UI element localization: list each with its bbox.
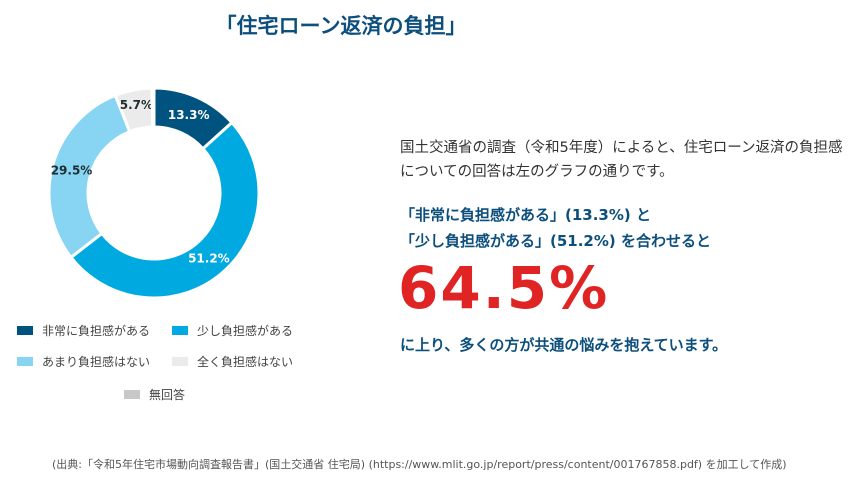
legend-item: 非常に負担感がある <box>17 322 150 339</box>
legend-label: 少し負担感がある <box>197 324 294 338</box>
data-label: 5.7% <box>120 98 153 112</box>
legend-item: 全く負担感はない <box>172 353 293 370</box>
conclusion-text: に上り、多くの方が共通の悩みを抱えています。 <box>400 336 728 354</box>
emphasis-line: 「非常に負担感がある」(13.3%) と <box>400 206 651 224</box>
legend-item: 少し負担感がある <box>172 322 293 339</box>
legend-label: あまり負担感はない <box>42 355 151 369</box>
legend-swatch <box>17 357 33 366</box>
legend-item: 無回答 <box>124 386 185 403</box>
donut-chart: 13.3% 51.2% 29.5% 5.7% <box>47 86 261 300</box>
data-label: 51.2% <box>188 252 230 266</box>
total-percentage: 64.5% <box>398 254 610 322</box>
legend-label: 非常に負担感がある <box>42 324 151 338</box>
legend-swatch <box>17 326 33 335</box>
donut-slice <box>68 120 261 300</box>
emphasis-line: 「少し負担感がある」(51.2%) を合わせると <box>400 232 711 250</box>
data-label: 29.5% <box>51 163 93 177</box>
intro-text: 国土交通省の調査（令和5年度）によると、住宅ローン返済の負担感についての回答は左… <box>400 140 843 180</box>
legend-label: 無回答 <box>149 388 186 402</box>
legend-swatch <box>172 357 188 366</box>
legend-item: あまり負担感はない <box>17 353 150 370</box>
data-label: 13.3% <box>168 108 210 122</box>
donut-slice <box>150 86 156 129</box>
legend-label: 全く負担感はない <box>197 355 294 369</box>
emphasis-text: 「非常に負担感がある」(13.3%) と 「少し負担感がある」(51.2%) を… <box>400 202 711 254</box>
source-citation: (出典:「令和5年住宅市場動向調査報告書」(国土交通省 住宅局) (https:… <box>52 458 787 471</box>
legend-swatch <box>124 390 140 399</box>
chart-title: 「住宅ローン返済の負担」 <box>215 14 467 38</box>
legend-swatch <box>172 326 188 335</box>
